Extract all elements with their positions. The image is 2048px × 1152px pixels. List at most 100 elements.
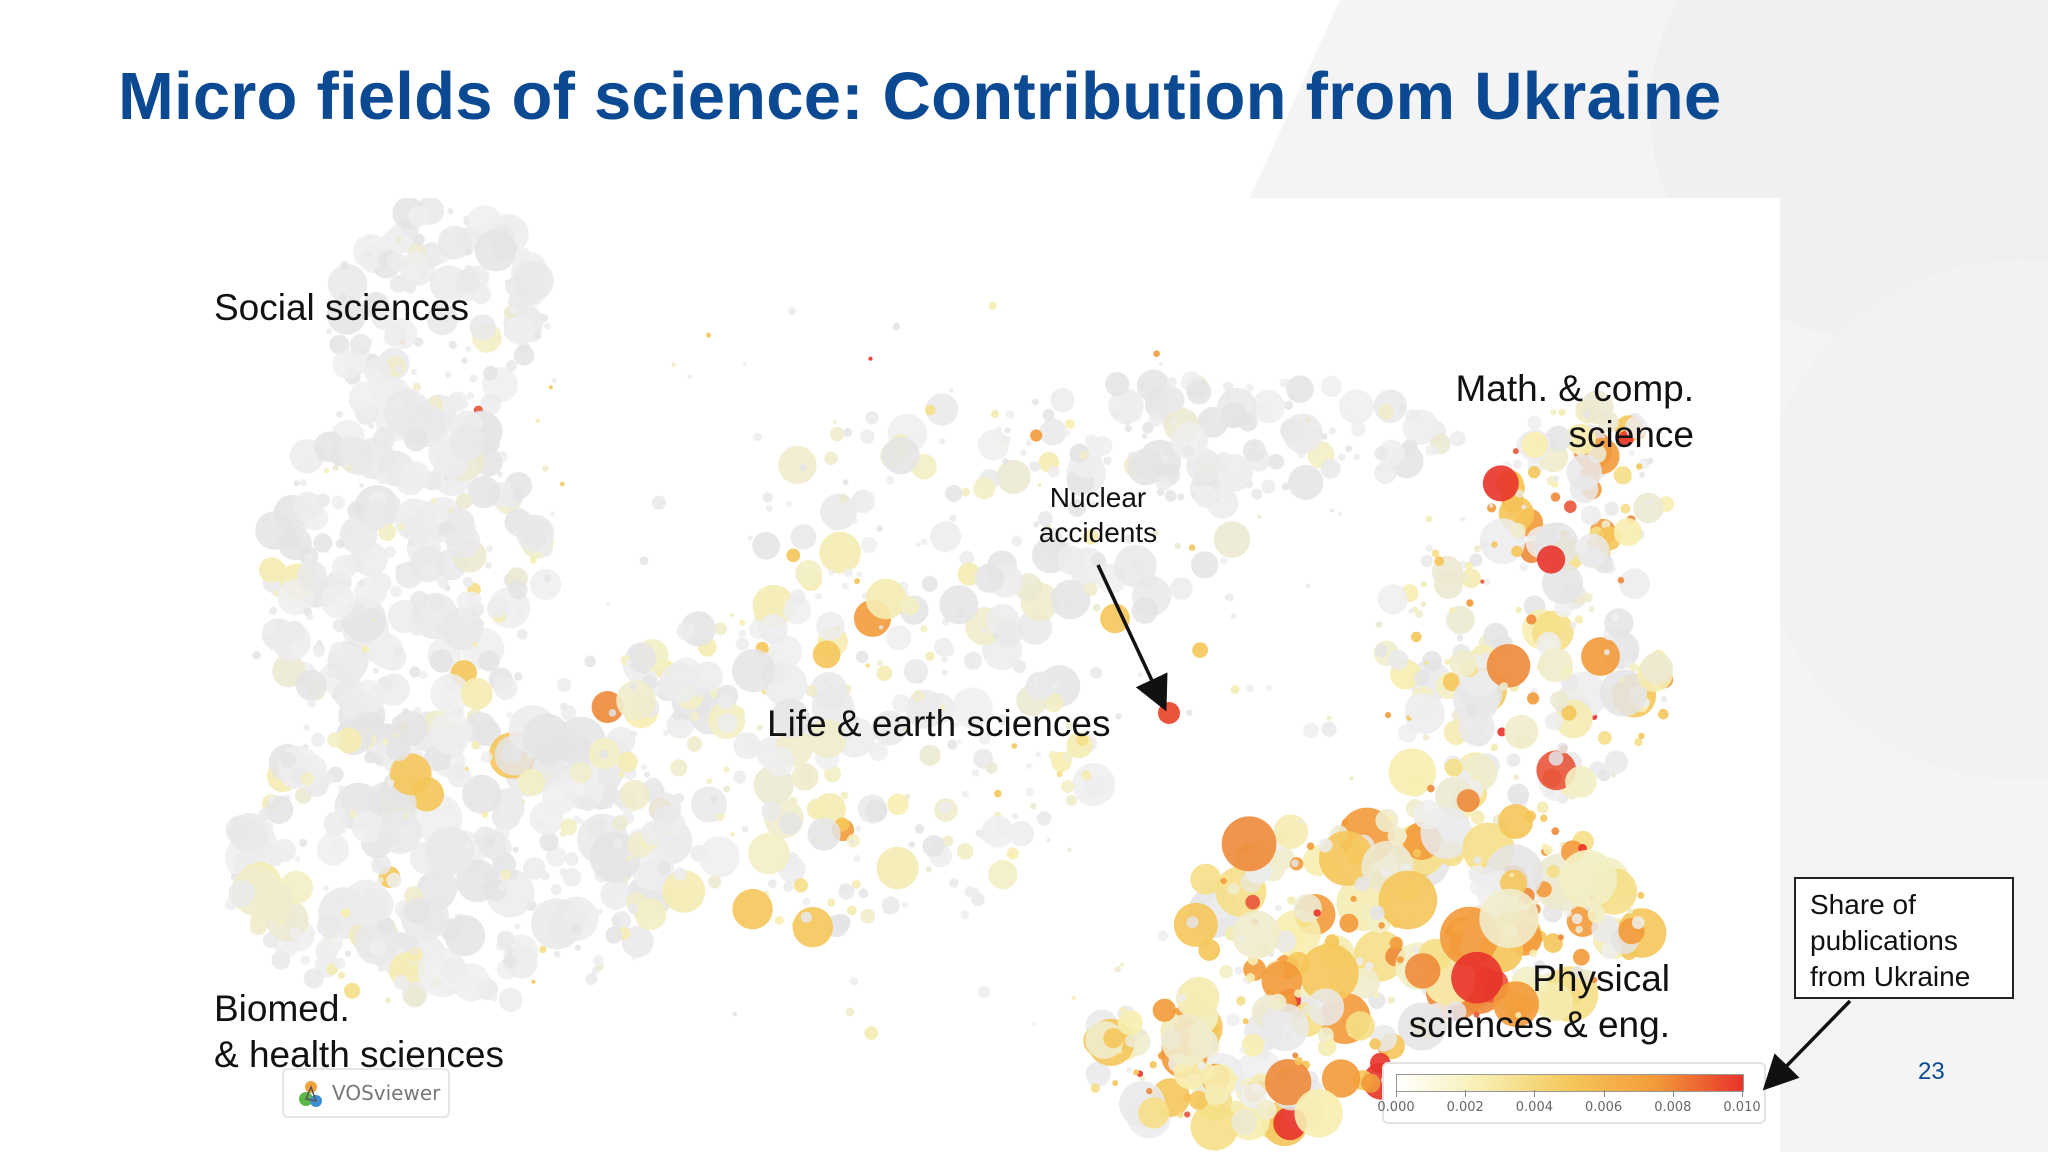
field-bubble <box>394 647 404 657</box>
field-bubble <box>634 863 641 870</box>
field-bubble <box>1408 608 1414 614</box>
field-bubble <box>542 465 549 472</box>
field-bubble <box>1055 679 1063 687</box>
field-bubble <box>1178 976 1220 1019</box>
field-bubble <box>919 744 941 766</box>
field-bubble <box>1580 505 1601 526</box>
field-bubble <box>1230 685 1240 695</box>
field-bubble <box>1565 765 1597 798</box>
field-bubble <box>860 536 877 553</box>
field-bubble <box>956 843 974 860</box>
field-bubble <box>790 524 817 550</box>
field-bubble <box>1542 768 1562 788</box>
field-bubble <box>1039 418 1067 446</box>
field-bubble <box>1345 445 1353 453</box>
field-bubble <box>971 893 985 907</box>
field-bubble <box>1281 482 1290 491</box>
field-bubble <box>1188 544 1196 551</box>
field-bubble <box>510 601 519 609</box>
field-bubble <box>1636 463 1643 470</box>
field-bubble <box>294 856 301 863</box>
region-label-life-earth-sciences: Life & earth sciences <box>767 703 1111 744</box>
field-bubble <box>1575 925 1583 934</box>
field-bubble <box>456 268 481 293</box>
field-bubble <box>612 815 628 831</box>
field-bubble <box>1320 458 1341 479</box>
field-bubble <box>1420 702 1433 716</box>
field-bubble <box>1566 454 1603 491</box>
field-bubble <box>939 585 979 625</box>
field-bubble <box>1507 783 1530 806</box>
field-bubble <box>308 929 316 937</box>
region-label-biomed-health-sciences: Biomed. & health sciences <box>214 986 504 1078</box>
field-bubble <box>389 753 432 796</box>
field-bubble <box>690 786 727 823</box>
field-bubble <box>990 409 1000 418</box>
field-bubble <box>505 360 518 372</box>
field-bubble <box>1231 1109 1257 1135</box>
field-bubble <box>340 261 349 270</box>
field-bubble <box>252 880 294 922</box>
field-bubble <box>1072 763 1116 806</box>
field-bubble <box>1532 898 1539 905</box>
field-bubble <box>834 517 840 522</box>
field-bubble <box>571 923 582 934</box>
field-bubble <box>372 667 379 674</box>
field-bubble <box>840 791 849 800</box>
color-scale-tick-label: 0.006 <box>1584 1100 1623 1115</box>
field-bubble <box>517 247 531 261</box>
field-bubble <box>1424 660 1429 665</box>
field-bubble <box>340 298 364 322</box>
field-bubble <box>886 625 912 651</box>
field-bubble <box>1244 383 1254 393</box>
field-bubble <box>1540 814 1548 822</box>
field-bubble <box>1396 956 1404 964</box>
field-bubble <box>1512 459 1523 469</box>
field-bubble <box>1515 489 1524 498</box>
field-bubble <box>1369 1038 1381 1050</box>
field-bubble <box>730 832 735 837</box>
field-bubble <box>1306 988 1345 1026</box>
field-bubble <box>1174 542 1181 549</box>
field-bubble <box>562 868 582 887</box>
field-bubble <box>1241 1033 1265 1057</box>
field-bubble <box>1412 947 1420 955</box>
field-bubble <box>988 860 1018 890</box>
field-bubble <box>986 654 991 659</box>
field-bubble <box>552 780 559 786</box>
field-bubble <box>1232 910 1281 959</box>
field-bubble <box>522 857 546 880</box>
field-bubble <box>922 834 945 858</box>
field-bubble <box>339 293 347 301</box>
field-bubble <box>838 493 848 504</box>
field-bubble <box>1108 388 1144 425</box>
field-bubble <box>229 812 270 854</box>
field-bubble <box>1182 445 1195 458</box>
field-bubble <box>1050 388 1075 413</box>
field-bubble <box>1192 642 1208 658</box>
field-bubble <box>1226 1013 1240 1027</box>
field-bubble <box>997 714 1009 725</box>
field-bubble <box>639 556 649 566</box>
field-bubble <box>1081 770 1092 781</box>
field-bubble <box>585 973 598 985</box>
field-bubble <box>1067 847 1072 852</box>
field-bubble <box>393 498 437 541</box>
field-bubble <box>409 546 446 583</box>
field-bubble <box>430 673 471 714</box>
field-bubble <box>489 993 498 1002</box>
field-bubble <box>1005 409 1015 419</box>
field-bubble <box>304 682 312 690</box>
field-bubble <box>939 438 946 445</box>
field-bubble <box>1550 690 1569 710</box>
field-bubble <box>994 789 1002 798</box>
field-bubble <box>1604 608 1634 638</box>
field-bubble <box>710 795 719 804</box>
field-bubble <box>1544 712 1564 731</box>
field-bubble <box>735 637 749 651</box>
field-bubble <box>1169 418 1176 425</box>
field-bubble <box>778 445 817 485</box>
field-bubble <box>313 645 325 658</box>
field-bubble <box>1002 435 1011 444</box>
color-scale-tick-label: 0.004 <box>1515 1100 1553 1115</box>
